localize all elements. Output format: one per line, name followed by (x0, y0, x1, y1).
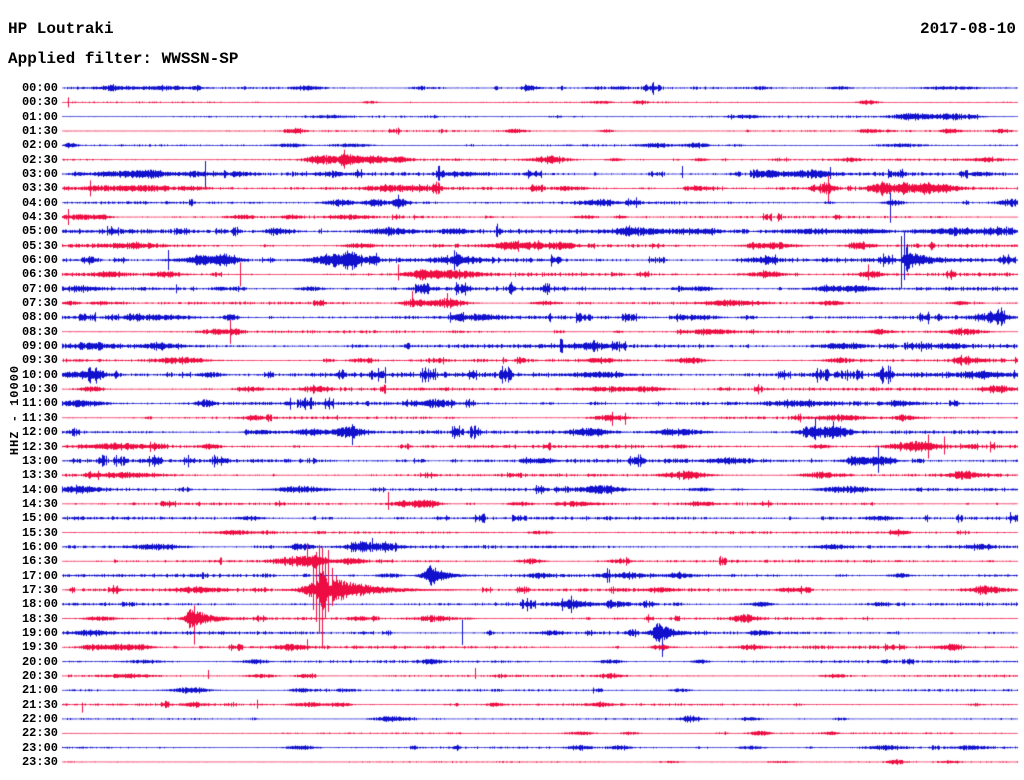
time-label-05-00: 05:00 (21, 224, 58, 239)
time-label-10-00: 10:00 (21, 367, 58, 382)
time-label-02-30: 02:30 (21, 152, 58, 167)
time-label-18-00: 18:00 (21, 597, 58, 612)
station-name: HP Loutraki (8, 20, 114, 38)
time-label-14-00: 14:00 (21, 482, 58, 497)
time-label-21-00: 21:00 (21, 683, 58, 698)
time-label-01-00: 01:00 (21, 109, 58, 124)
time-label-22-00: 22:00 (21, 711, 58, 726)
time-label-11-30: 11:30 (21, 410, 58, 425)
time-label-12-30: 12:30 (21, 439, 58, 454)
applied-filter-label: Applied filter: (8, 50, 162, 68)
time-label-column: 00:00 00:30 01:00 01:30 02:00 02:30 03:00 03:30… (0, 0, 58, 780)
time-label-06-30: 06:30 (21, 267, 58, 282)
time-label-16-30: 16:30 (21, 554, 58, 569)
time-label-18-30: 18:30 (21, 611, 58, 626)
time-label-07-30: 07:30 (21, 296, 58, 311)
time-label-06-00: 06:00 (21, 253, 58, 268)
time-label-08-30: 08:30 (21, 324, 58, 339)
time-label-04-00: 04:00 (21, 195, 58, 210)
time-label-12-00: 12:00 (21, 425, 58, 440)
time-label-00-00: 00:00 (21, 81, 58, 95)
time-label-13-00: 13:00 (21, 453, 58, 468)
applied-filter-line: Applied filter: WWSSN-SP (8, 50, 238, 68)
time-label-13-30: 13:30 (21, 468, 58, 483)
time-label-23-00: 23:00 (21, 740, 58, 755)
time-label-16-00: 16:00 (21, 539, 58, 554)
time-label-11-00: 11:00 (21, 396, 58, 411)
time-label-01-30: 01:30 (21, 124, 58, 139)
time-label-08-00: 08:00 (21, 310, 58, 325)
time-label-03-30: 03:30 (21, 181, 58, 196)
time-label-22-30: 22:30 (21, 726, 58, 741)
applied-filter-value: WWSSN-SP (161, 50, 239, 68)
time-label-20-30: 20:30 (21, 668, 58, 683)
time-label-15-00: 15:00 (21, 511, 58, 526)
time-label-07-00: 07:00 (21, 281, 58, 296)
time-label-02-00: 02:00 (21, 138, 58, 153)
time-label-03-00: 03:00 (21, 167, 58, 182)
time-label-00-30: 00:30 (21, 95, 58, 110)
time-label-15-30: 15:30 (21, 525, 58, 540)
time-label-09-30: 09:30 (21, 353, 58, 368)
time-label-04-30: 04:30 (21, 210, 58, 225)
record-date: 2017-08-10 (919, 20, 1016, 38)
time-label-09-00: 09:00 (21, 339, 58, 354)
time-label-14-30: 14:30 (21, 496, 58, 511)
time-label-23-30: 23:30 (21, 754, 58, 769)
time-label-20-00: 20:00 (21, 654, 58, 669)
time-label-19-00: 19:00 (21, 625, 58, 640)
time-label-19-30: 19:30 (21, 640, 58, 655)
time-label-10-30: 10:30 (21, 382, 58, 397)
time-label-17-00: 17:00 (21, 568, 58, 583)
time-label-17-30: 17:30 (21, 582, 58, 597)
time-label-05-30: 05:30 (21, 238, 58, 253)
time-label-21-30: 21:30 (21, 697, 58, 712)
